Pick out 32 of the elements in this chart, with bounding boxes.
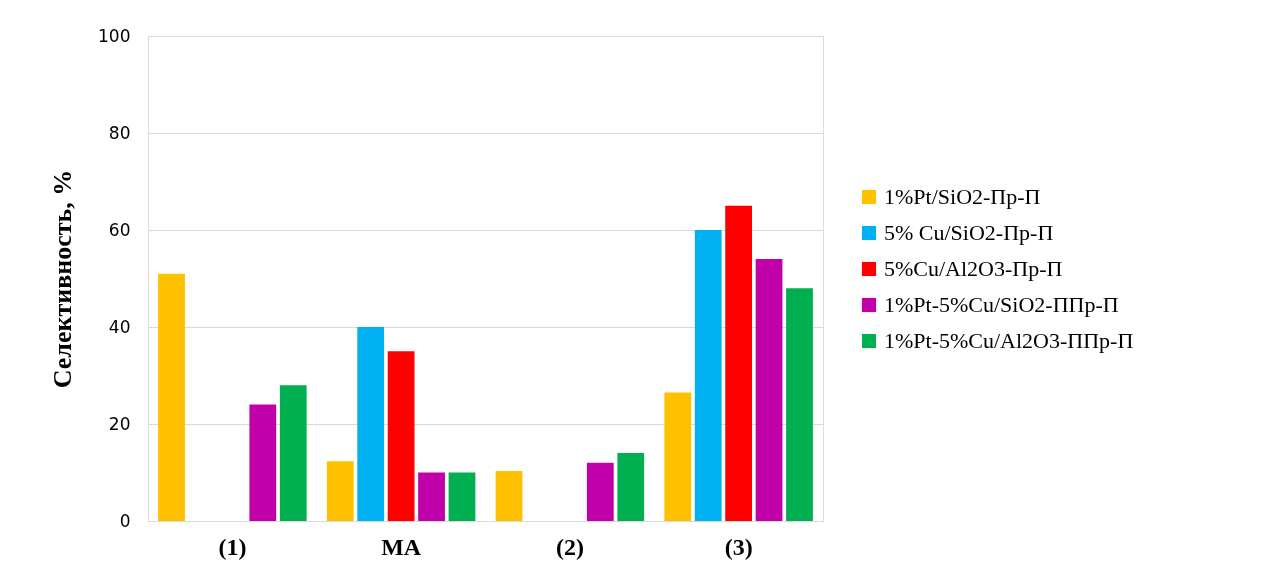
bar (279, 385, 307, 521)
bar (357, 327, 385, 521)
bar (326, 461, 354, 521)
x-tick-label: MA (381, 533, 422, 560)
bar (495, 471, 523, 521)
bar (786, 288, 813, 521)
y-tick-label: 60 (108, 219, 131, 240)
bar (158, 273, 185, 521)
bar (387, 351, 415, 521)
bar (725, 205, 753, 521)
y-tick-label: 0 (119, 510, 131, 531)
y-tick-label: 100 (98, 25, 131, 46)
x-tick-label: (3) (724, 533, 753, 560)
bar (586, 462, 614, 521)
legend-label: 1%Pt/SiO2-Пр-П (884, 184, 1041, 209)
y-tick-label: 20 (108, 413, 131, 434)
legend-label: 1%Pt-5%Cu/Al2O3-ППр-П (884, 328, 1134, 353)
legend-label: 5% Cu/SiO2-Пр-П (884, 220, 1054, 245)
legend-label: 5%Cu/Al2O3-Пр-П (884, 256, 1063, 281)
bar (664, 392, 692, 521)
bar (755, 259, 783, 521)
x-tick-label: (1) (218, 533, 247, 560)
x-tick-label: (2) (555, 533, 584, 560)
legend-label: 1%Pt-5%Cu/SiO2-ППр-П (884, 292, 1119, 317)
bar (694, 230, 722, 521)
bar (418, 472, 445, 521)
y-axis-title: Селективность, % (48, 169, 78, 389)
bar (617, 453, 645, 521)
y-tick-label: 80 (108, 122, 131, 143)
bar (249, 404, 277, 521)
y-tick-label: 40 (108, 316, 131, 337)
bar (448, 472, 476, 521)
